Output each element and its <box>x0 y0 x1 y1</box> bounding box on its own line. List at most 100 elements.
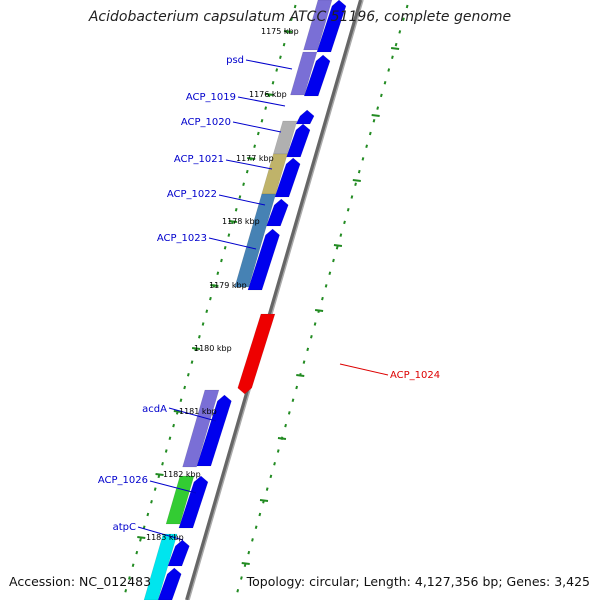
tick <box>387 68 391 72</box>
kbp-label-1181: 1181 kbp <box>179 407 217 416</box>
tick <box>279 55 282 60</box>
major-tick <box>296 374 305 377</box>
tick <box>264 106 268 110</box>
tick <box>205 309 209 314</box>
cds-forward-10 <box>157 567 182 600</box>
tick <box>139 538 142 542</box>
gene-label-acp-1024[interactable]: ACP_1024 <box>390 370 440 381</box>
cog-band-atpc <box>143 533 178 600</box>
tick <box>190 360 194 364</box>
major-tick <box>259 499 269 502</box>
tick <box>365 144 369 148</box>
tick <box>128 576 131 580</box>
tick <box>295 385 299 390</box>
gene-label-acda[interactable]: acdA <box>142 404 167 415</box>
tick <box>276 449 280 453</box>
tick <box>357 169 361 174</box>
cog-band-acda <box>182 389 220 468</box>
gene-label-acp-1023[interactable]: ACP_1023 <box>157 233 207 244</box>
gene-label-psd[interactable]: psd <box>226 55 244 66</box>
tick <box>346 207 350 212</box>
tick <box>240 576 243 580</box>
cds-reverse-acp-1024 <box>237 313 276 395</box>
tick <box>227 233 231 237</box>
genome-backbone-highlight <box>188 0 364 600</box>
major-tick <box>155 473 164 476</box>
cog-band-acp-1026 <box>165 475 195 525</box>
tick <box>287 411 291 415</box>
label-leader-lines <box>137 59 389 541</box>
cds-forward-3 <box>286 123 311 158</box>
tick <box>372 119 376 123</box>
tick <box>124 588 128 593</box>
major-tick <box>241 562 250 565</box>
leader-line <box>208 237 257 250</box>
major-tick <box>191 347 201 350</box>
major-tick <box>210 284 219 287</box>
gene-label-acp-1019[interactable]: ACP_1019 <box>186 92 236 103</box>
tick <box>247 550 251 555</box>
tick <box>236 588 240 593</box>
tick <box>150 500 153 504</box>
leader-line <box>218 194 266 206</box>
cog-band-psd <box>303 0 333 51</box>
gene-label-acp-1020[interactable]: ACP_1020 <box>181 117 231 128</box>
major-tick <box>173 410 182 413</box>
leader-line <box>339 363 389 376</box>
tick <box>223 246 227 250</box>
cds-forward-7 <box>196 394 232 467</box>
tick <box>380 93 383 98</box>
tick <box>251 538 254 542</box>
tick <box>161 461 164 466</box>
tick <box>198 334 201 339</box>
accession-text: Accession: NC_012483 <box>9 574 152 589</box>
major-tick <box>247 157 256 160</box>
tick <box>172 423 175 428</box>
tick <box>284 423 287 428</box>
tick <box>302 360 306 364</box>
tick <box>394 42 398 47</box>
tick <box>350 195 354 199</box>
tick <box>383 80 387 85</box>
tick <box>168 436 172 441</box>
cds-forward-9 <box>167 539 190 567</box>
tick <box>335 246 339 250</box>
tick <box>238 195 242 199</box>
gene-label-acp-1022[interactable]: ACP_1022 <box>167 189 217 200</box>
tick <box>234 207 238 212</box>
kbp-label-1176: 1176 kbp <box>249 90 287 99</box>
tick <box>146 512 150 517</box>
tick <box>391 55 394 60</box>
cds-forward-6 <box>247 228 280 291</box>
tick <box>293 4 297 9</box>
gene-label-acp-1021[interactable]: ACP_1021 <box>174 154 224 165</box>
kbp-label-1180: 1180 kbp <box>194 344 232 353</box>
tick <box>273 461 276 466</box>
tick <box>254 525 258 529</box>
major-ticks <box>137 30 400 565</box>
tick <box>343 220 346 225</box>
tick <box>275 68 279 72</box>
tick <box>328 271 332 275</box>
genome-title: Acidobacterium capsulatum ATCC 51196, co… <box>88 9 512 25</box>
cog-band-acp-1019 <box>290 51 318 96</box>
major-tick <box>371 114 380 117</box>
leader-line <box>149 480 197 494</box>
gene-features <box>143 0 347 600</box>
major-tick <box>228 220 238 223</box>
major-tick <box>314 309 324 312</box>
gene-label-atpc[interactable]: atpC <box>113 522 136 533</box>
gene-label-acp-1026[interactable]: ACP_1026 <box>98 475 148 486</box>
tick <box>290 17 293 21</box>
leader-line <box>237 96 286 107</box>
tick <box>361 157 365 161</box>
cds-forward-5 <box>266 198 289 227</box>
leader-line <box>168 407 217 422</box>
tick <box>405 4 409 9</box>
tick <box>164 449 168 453</box>
kbp-label-1179: 1179 kbp <box>209 281 247 290</box>
cds-forward-4 <box>274 157 301 198</box>
tick <box>398 30 402 34</box>
cds-forward-8 <box>178 475 209 529</box>
tick <box>245 169 249 174</box>
